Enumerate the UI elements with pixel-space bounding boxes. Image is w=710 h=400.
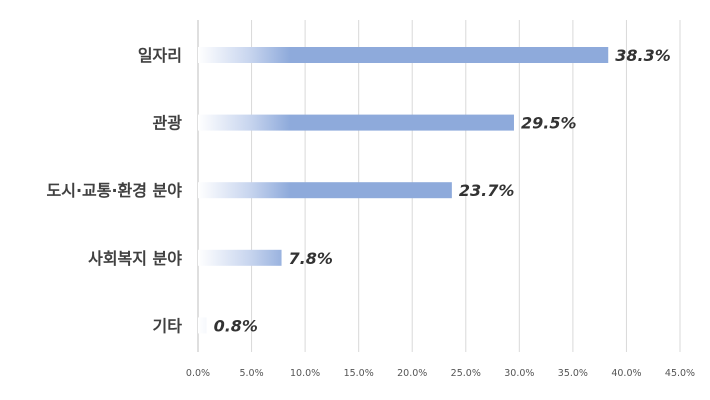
value-label: 0.8% bbox=[214, 316, 258, 335]
value-label: 23.7% bbox=[459, 181, 515, 200]
bars bbox=[198, 47, 608, 333]
x-tick-label: 5.0% bbox=[239, 368, 263, 379]
category-label: 기타 bbox=[153, 316, 183, 335]
x-tick-label: 25.0% bbox=[451, 368, 481, 379]
x-tick-label: 30.0% bbox=[504, 368, 534, 379]
x-tick-label: 0.0% bbox=[186, 368, 210, 379]
value-label: 29.5% bbox=[521, 114, 577, 133]
category-label: 일자리 bbox=[138, 46, 182, 65]
bar bbox=[198, 47, 608, 63]
category-label: 도시·교통·환경 분야 bbox=[47, 181, 183, 200]
x-tick-label: 45.0% bbox=[665, 368, 695, 379]
value-label: 38.3% bbox=[615, 46, 671, 65]
bar bbox=[198, 115, 514, 131]
bar bbox=[198, 317, 207, 333]
bar bbox=[198, 182, 452, 198]
bar bbox=[198, 250, 282, 266]
x-tick-label: 20.0% bbox=[397, 368, 427, 379]
category-label: 관광 bbox=[153, 114, 183, 133]
x-axis-tick-labels: 0.0% 5.0% 10.0% 15.0% 20.0% 25.0% 30.0% 35.0% 40… bbox=[186, 368, 695, 379]
x-tick-label: 10.0% bbox=[290, 368, 320, 379]
x-tick-label: 40.0% bbox=[611, 368, 641, 379]
category-label: 사회복지 분야 bbox=[88, 249, 182, 268]
value-label: 7.8% bbox=[289, 249, 333, 268]
x-tick-label: 15.0% bbox=[344, 368, 374, 379]
x-tick-label: 35.0% bbox=[558, 368, 588, 379]
